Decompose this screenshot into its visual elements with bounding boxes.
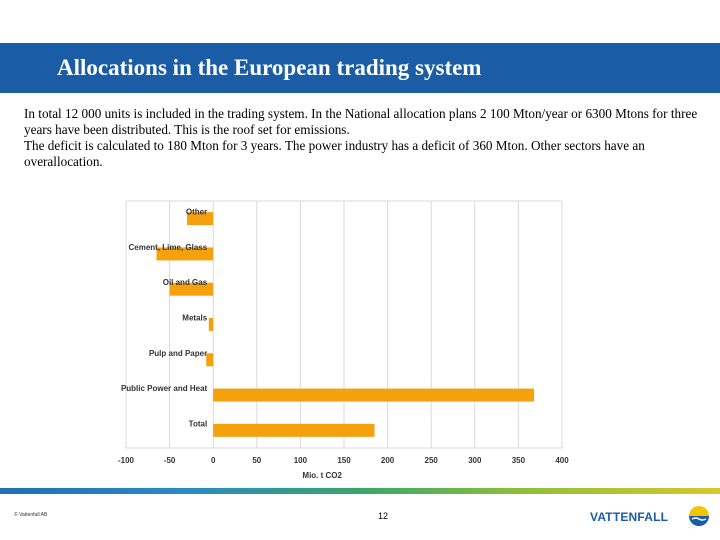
- category-label: Cement, Lime, Glass: [128, 243, 207, 252]
- category-label: Other: [186, 208, 207, 217]
- slide-title: Allocations in the European trading syst…: [57, 55, 482, 80]
- x-tick-label: 250: [425, 456, 439, 465]
- x-tick-label: 350: [512, 456, 526, 465]
- x-tick-label: 50: [252, 456, 261, 465]
- bar: [206, 353, 214, 367]
- bar: [208, 318, 214, 331]
- category-label: Public Power and Heat: [121, 384, 208, 393]
- x-tick-label: -100: [118, 456, 135, 465]
- page-number: 12: [378, 511, 389, 521]
- bar: [213, 388, 535, 402]
- vattenfall-logo-icon: [689, 506, 709, 526]
- bar: [156, 247, 214, 261]
- bar: [187, 212, 214, 226]
- bar: [213, 423, 375, 437]
- x-axis-label: Mio. t CO2: [302, 471, 342, 480]
- x-tick-label: 300: [468, 456, 482, 465]
- x-tick-label: 100: [294, 456, 308, 465]
- title-bar: Allocations in the European trading syst…: [0, 43, 720, 93]
- category-label: Pulp and Paper: [149, 349, 207, 358]
- category-label: Total: [189, 419, 208, 428]
- paragraph-1: In total 12 000 units is included in the…: [24, 106, 698, 137]
- x-tick-label: 150: [337, 456, 351, 465]
- copyright-text: © Vattenfall AB: [14, 512, 48, 518]
- category-label: Metals: [182, 314, 207, 323]
- category-label: Oil and Gas: [163, 278, 208, 287]
- x-tick-label: 0: [211, 456, 216, 465]
- x-tick-label: -50: [164, 456, 176, 465]
- body-text: In total 12 000 units is included in the…: [24, 106, 704, 170]
- footer-color-bar: [0, 488, 720, 494]
- x-tick-label: 400: [555, 456, 569, 465]
- paragraph-2: The deficit is calculated to 180 Mton fo…: [24, 138, 645, 169]
- bar: [169, 282, 214, 296]
- x-tick-label: 200: [381, 456, 395, 465]
- vattenfall-logo: VATTENFALL: [590, 510, 669, 524]
